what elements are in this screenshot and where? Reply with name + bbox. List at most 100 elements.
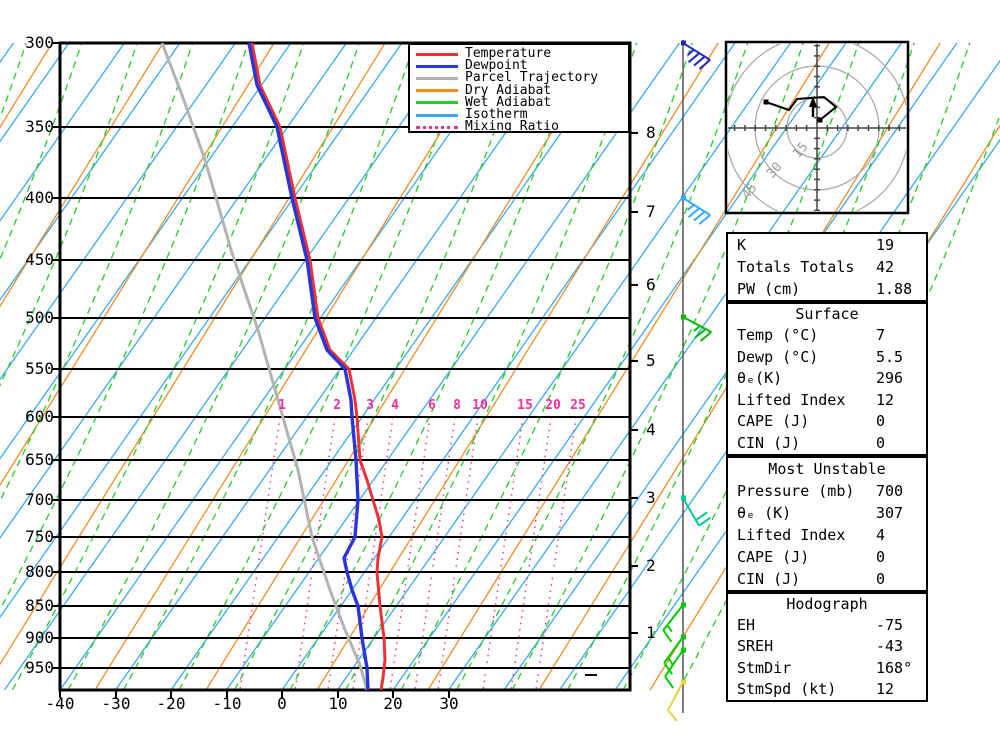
mixing-ratio-line xyxy=(482,416,524,691)
stats-row-value: 168° xyxy=(876,658,913,677)
pressure-axis-label: 550 xyxy=(25,359,54,378)
legend-line-sample-dry-adiabat xyxy=(416,89,458,93)
stats-row-value: 1.88 xyxy=(876,280,913,298)
dry-adiabat-line xyxy=(0,42,275,487)
temperature-curve xyxy=(250,42,387,691)
isotherm-line xyxy=(0,42,125,222)
pressure-axis-label: 600 xyxy=(25,407,54,426)
dewpoint-curve xyxy=(247,42,370,691)
km-axis-label: 6 xyxy=(646,275,656,294)
stats-row: Lifted Index 12 xyxy=(728,390,926,411)
stats-row: PW (cm) 1.88 xyxy=(728,278,926,300)
mixing-ratio-label: 20 xyxy=(545,398,561,413)
temperature-axis-label: -20 xyxy=(156,694,186,713)
stats-row-label: Lifted Index xyxy=(737,390,846,409)
stats-row-value: 42 xyxy=(876,258,895,276)
km-axis-label: 4 xyxy=(646,420,656,439)
stats-row-value: 4 xyxy=(876,526,886,544)
stats-row-label: K xyxy=(737,236,747,254)
stats-row-value: 0 xyxy=(876,433,886,452)
hodograph-border xyxy=(724,40,910,215)
stats-row-label: PW (cm) xyxy=(737,280,801,298)
mixing-ratio-line xyxy=(239,416,281,691)
stats-row-value: 296 xyxy=(876,369,904,388)
stats-row-value: 700 xyxy=(876,482,904,500)
wind-barb xyxy=(663,634,686,675)
stats-row-label: StmDir xyxy=(737,658,792,677)
dry-adiabat-line xyxy=(316,42,719,691)
mixing-ratio-label: 3 xyxy=(366,398,374,413)
legend-line-sample-temperature xyxy=(416,52,458,56)
wet-adiabat-line xyxy=(289,42,582,691)
stats-row-label: θₑ (K) xyxy=(737,504,792,522)
temperature-axis-label: 10 xyxy=(328,694,348,713)
stats-row-label: Totals Totals xyxy=(737,258,855,276)
pressure-axis-label: 800 xyxy=(25,562,54,581)
stats-row: Pressure (mb) 700 xyxy=(728,480,926,502)
stats-row-value: 19 xyxy=(876,236,895,254)
temperature-axis-label: -10 xyxy=(212,694,242,713)
stats-row-label: Lifted Index xyxy=(737,526,846,544)
stats-row-label: Temp (°C) xyxy=(737,326,819,345)
legend-item: Wet Adiabat xyxy=(416,96,551,109)
stats-row-value: 7 xyxy=(876,326,886,345)
wet-adiabat-line xyxy=(0,42,249,612)
wet-adiabat-line xyxy=(400,42,693,691)
wet-adiabat-line xyxy=(566,42,860,691)
stats-section-hodograph: Hodograph EH -75 SREH -43 StmDir 168° StmSpd (k… xyxy=(726,592,928,702)
wet-adiabat-line xyxy=(455,42,749,691)
stats-section-surface: Surface Temp (°C) 7 Dewp (°C) 5.5 θₑ(K) 296 Lif… xyxy=(726,302,928,456)
pressure-axis-label: 900 xyxy=(25,628,54,647)
km-axis-label: 5 xyxy=(646,351,656,370)
legend-item: Temperature xyxy=(416,46,552,61)
hodograph-trace-dot xyxy=(817,117,823,123)
km-axis-label: 3 xyxy=(646,488,656,507)
legend-item-label: Parcel Trajectory xyxy=(465,70,599,86)
plot-border xyxy=(58,41,632,692)
wet-adiabat-line xyxy=(233,42,527,691)
wind-barb xyxy=(681,495,712,527)
stats-row-label: CAPE (J) xyxy=(737,412,810,431)
mixing-ratio-label: 1 xyxy=(278,398,286,413)
wet-adiabat-line xyxy=(622,42,915,691)
mixing-ratio-line xyxy=(389,416,431,691)
isotherm-line xyxy=(0,42,181,302)
legend-item-label: Temperature xyxy=(465,46,552,61)
mixing-ratio-line xyxy=(437,416,479,691)
stats-row: CAPE (J) 0 xyxy=(728,411,926,432)
wet-adiabat-line xyxy=(344,42,638,691)
pressure-axis-label: 350 xyxy=(25,117,54,136)
km-axis-label: 8 xyxy=(646,123,656,142)
stats-row: CAPE (J) 0 xyxy=(728,546,926,568)
stats-row-value: -75 xyxy=(876,616,904,635)
wet-adiabat-line xyxy=(122,42,416,691)
stats-section: K 19 Totals Totals 42 PW (cm) 1.88 xyxy=(726,232,928,302)
pressure-axis-label: 500 xyxy=(25,308,54,327)
legend-line-sample-isotherm xyxy=(416,113,458,117)
stats-row-label: Pressure (mb) xyxy=(737,482,855,500)
stats-row-label: θₑ(K) xyxy=(737,369,783,388)
mixing-ratio-label: 10 xyxy=(472,398,488,413)
stats-row-label: EH xyxy=(737,616,756,635)
stats-row: θₑ (K) 307 xyxy=(728,502,926,524)
legend-item: Dewpoint xyxy=(416,59,528,72)
dry-adiabat-line xyxy=(0,42,386,666)
mixing-ratio-line xyxy=(510,416,552,691)
km-axis-label: 2 xyxy=(646,556,656,575)
legend-line-sample-parcel-trajectory xyxy=(416,76,458,80)
stats-row-value: 12 xyxy=(876,679,895,698)
stats-row-label: CIN (J) xyxy=(737,570,801,588)
hodograph-trace xyxy=(765,95,838,121)
km-axis-label: 7 xyxy=(646,202,656,221)
stats-row: θₑ(K) 296 xyxy=(728,368,926,389)
wet-adiabat-line xyxy=(178,42,471,691)
legend-item-label: Isotherm xyxy=(465,107,528,122)
stats-row: StmDir 168° xyxy=(728,658,926,679)
stats-row: CIN (J) 0 xyxy=(728,433,926,454)
mixing-ratio-label: 4 xyxy=(391,398,399,413)
stats-row: CIN (J) 0 xyxy=(728,568,926,590)
temperature-axis-label: -30 xyxy=(101,694,131,713)
stats-row: StmSpd (kt) 12 xyxy=(728,679,926,700)
legend: Temperature Dewpoint Parcel Trajectory Dry … xyxy=(408,43,630,133)
